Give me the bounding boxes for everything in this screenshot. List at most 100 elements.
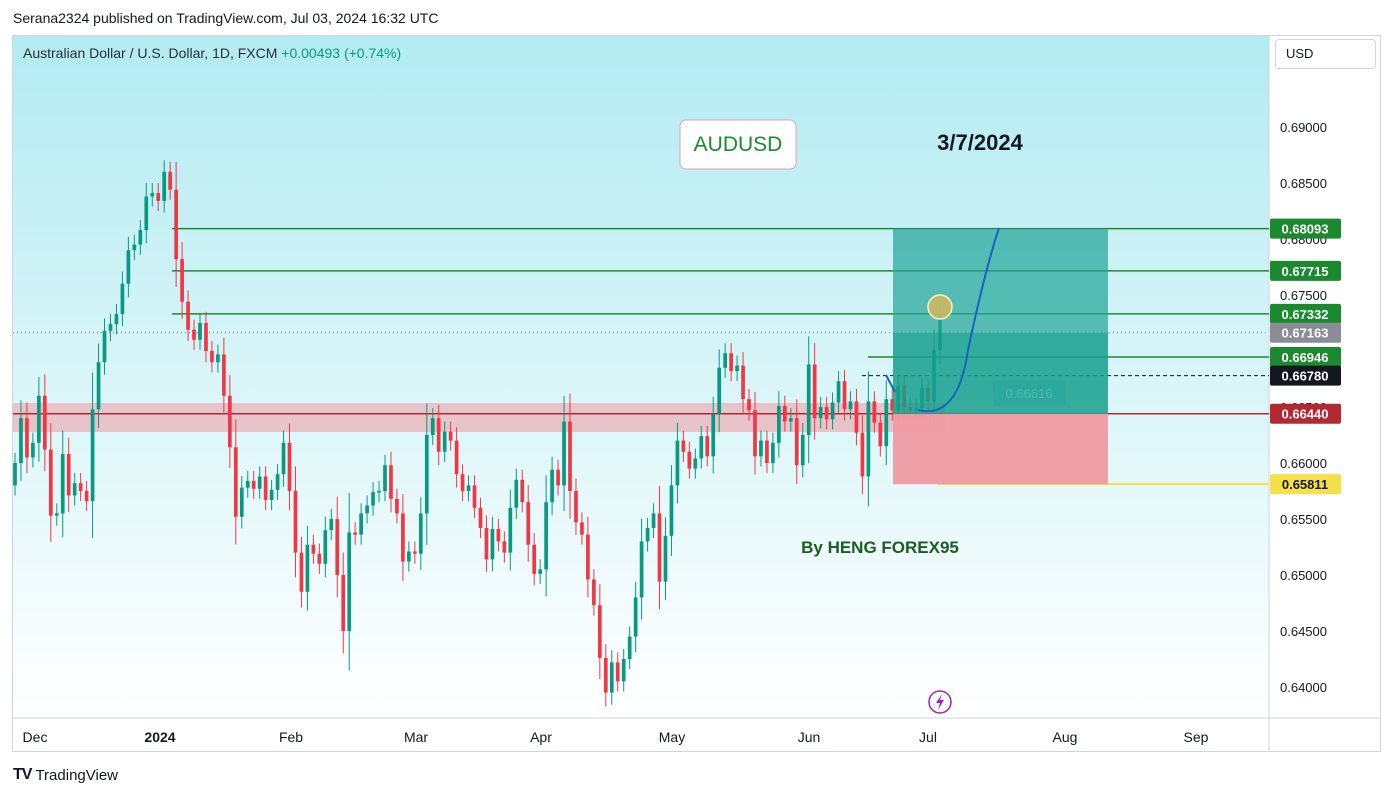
price-tag-label: 0.67715: [1282, 264, 1329, 279]
candle-body: [335, 519, 340, 575]
lightning-bolt-icon: [936, 694, 944, 710]
candle-body: [586, 534, 590, 580]
currency-button[interactable]: USD: [1275, 39, 1376, 69]
candle-body: [60, 454, 65, 514]
symbol-legend: Australian Dollar / U.S. Dollar, 1D, FXC…: [23, 45, 401, 61]
candle-body: [550, 469, 554, 503]
candle-body: [198, 323, 202, 340]
candle-body: [37, 395, 41, 443]
candle-body: [448, 431, 453, 441]
price-tag: [1270, 303, 1341, 324]
candle-body: [90, 409, 95, 502]
candle-body: [490, 529, 495, 560]
symbol-name: Australian Dollar / U.S. Dollar, 1D, FXC…: [23, 45, 278, 61]
candle-body: [156, 193, 161, 201]
candle-body: [186, 301, 190, 330]
candle-body: [860, 432, 865, 477]
candle-body: [603, 657, 608, 693]
candle-body: [31, 442, 35, 458]
candle-body: [747, 399, 751, 411]
candle-body: [717, 367, 722, 414]
candle-body: [377, 491, 381, 493]
y-tick-label: 0.64000: [1280, 680, 1327, 695]
candle-body: [54, 513, 59, 516]
candle-body: [13, 463, 17, 486]
candle-body: [693, 458, 698, 469]
candle-body: [645, 527, 650, 542]
chart-title: AUDUSD: [694, 133, 783, 156]
candle-body: [442, 431, 447, 452]
candle-body: [454, 440, 459, 475]
candle-body: [568, 421, 572, 491]
x-tick-label: Dec: [23, 729, 48, 745]
candle-body: [520, 479, 525, 503]
candle-body: [615, 662, 620, 682]
candle-body: [651, 513, 656, 528]
x-tick-label: Jun: [798, 729, 821, 745]
candle-body: [627, 636, 632, 659]
tradingview-logo-icon: TV: [13, 766, 32, 783]
candle-body: [514, 479, 519, 508]
candle-body: [389, 465, 393, 499]
candle-body: [741, 365, 745, 400]
candle-body: [132, 244, 137, 251]
support-zone: [13, 403, 945, 432]
candle-body: [711, 413, 716, 457]
candle-body: [544, 502, 548, 570]
x-tick-label: Apr: [530, 729, 552, 745]
candle-body: [84, 491, 89, 502]
candle-body: [800, 435, 805, 466]
price-tag: [1270, 474, 1341, 495]
x-tick-label: May: [659, 729, 685, 745]
candle-body: [782, 405, 787, 422]
candle-body: [263, 476, 268, 500]
candle-body: [371, 492, 375, 506]
candle-body: [556, 469, 560, 486]
candle-body: [735, 365, 739, 372]
price-tag-label: 0.66780: [1282, 369, 1329, 384]
candle-body: [633, 597, 638, 637]
x-tick-label: Aug: [1053, 729, 1078, 745]
candle-body: [311, 544, 316, 554]
candle-body: [72, 483, 77, 496]
candle-body: [872, 401, 877, 423]
candle-body: [239, 487, 244, 517]
candle-body: [168, 171, 173, 190]
candle-body: [180, 259, 184, 302]
candle-body: [562, 421, 566, 486]
candle-body: [251, 480, 256, 489]
footer: TV TradingView: [13, 766, 118, 784]
candle-body: [293, 491, 298, 553]
candle-body: [699, 436, 704, 459]
candle-body: [777, 405, 781, 443]
x-tick-label: Feb: [279, 729, 303, 745]
candle-body: [78, 483, 83, 491]
candle-body: [687, 451, 692, 469]
y-tick-label: 0.66000: [1280, 456, 1327, 471]
candle-body: [830, 402, 835, 420]
candle-body: [538, 569, 543, 574]
candle-body: [365, 505, 369, 514]
candle-body: [96, 362, 101, 410]
candle-body: [466, 485, 471, 491]
candle-body: [424, 435, 429, 514]
price-tag-label: 0.65811: [1282, 477, 1328, 492]
candle-body: [227, 395, 232, 448]
candle-body: [508, 507, 513, 553]
title-box: [679, 119, 797, 170]
candle-body: [19, 418, 23, 463]
y-tick-label: 0.69000: [1280, 120, 1327, 135]
price-highlight-marker: [927, 294, 953, 320]
candle-body: [299, 552, 304, 592]
price-tag: [1270, 403, 1341, 424]
candle-body: [597, 605, 602, 658]
candle-body: [359, 513, 363, 535]
candle-body: [317, 553, 322, 564]
candle-body: [592, 579, 596, 606]
candle-body: [478, 507, 483, 528]
candle-body: [192, 329, 196, 340]
candle-body: [472, 485, 477, 508]
candle-body: [848, 401, 853, 410]
candle-body: [657, 513, 662, 582]
